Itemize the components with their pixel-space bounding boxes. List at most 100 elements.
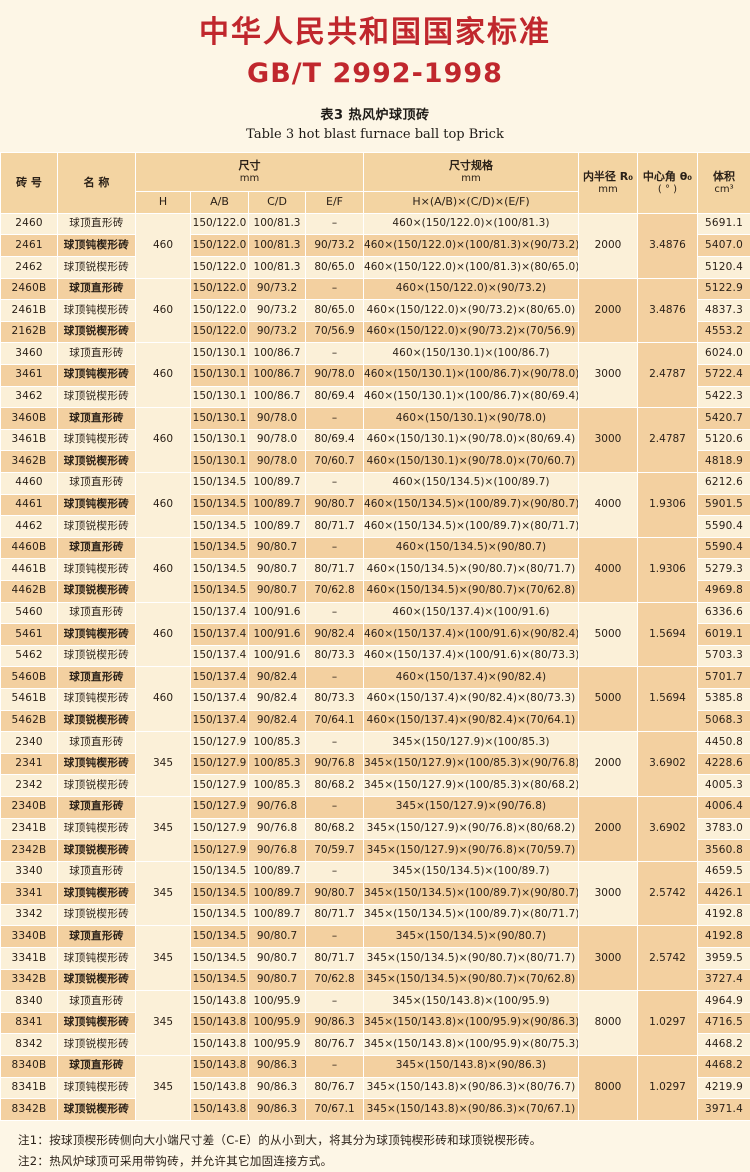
cell-center-angle: 1.9306 [638, 473, 698, 538]
cell-ef: – [306, 667, 364, 689]
table-note-2: 注2：热风炉球顶可采用带钩砖，并允许其它加固连接方式。 [18, 1151, 736, 1172]
cell-inner-radius: 8000 [579, 991, 638, 1056]
cell-spec: 345×(150/127.9)×(100/85.3)×(80/68.2) [364, 775, 579, 797]
cell-cd: 90/80.7 [249, 580, 306, 602]
cell-brick-no: 3342 [1, 904, 58, 926]
spec-table-wrap: 砖 号 名 称 尺寸 mm 尺寸规格 mm 内半径 R₀ mm [0, 152, 750, 1121]
cell-cd: 100/89.7 [249, 883, 306, 905]
cell-ef: 90/73.2 [306, 235, 364, 257]
cell-brick-no: 3460 [1, 343, 58, 365]
cell-inner-radius: 2000 [579, 732, 638, 797]
cell-center-angle: 1.0297 [638, 1056, 698, 1121]
cell-brick-no: 2341B [1, 818, 58, 840]
cell-ab: 150/137.4 [191, 667, 249, 689]
cell-volume: 5701.7 [698, 667, 750, 689]
cell-ef: 80/68.2 [306, 818, 364, 840]
col-header-cd: C/D [249, 191, 306, 213]
cell-h: 460 [136, 537, 191, 602]
cell-ef: – [306, 343, 364, 365]
cell-ef: 80/68.2 [306, 775, 364, 797]
cell-ef: 70/59.7 [306, 840, 364, 862]
cell-brick-no: 2340B [1, 796, 58, 818]
cell-cd: 90/80.7 [249, 926, 306, 948]
cell-cd: 90/73.2 [249, 300, 306, 322]
cell-center-angle: 2.4787 [638, 343, 698, 408]
cell-ab: 150/130.1 [191, 429, 249, 451]
cell-spec: 460×(150/122.0)×(100/81.3)×(90/73.2) [364, 235, 579, 257]
cell-ab: 150/130.1 [191, 343, 249, 365]
cell-brick-no: 4462 [1, 516, 58, 538]
cell-ab: 150/137.4 [191, 624, 249, 646]
cell-ab: 150/127.9 [191, 796, 249, 818]
cell-volume: 4969.8 [698, 580, 750, 602]
cell-ab: 150/130.1 [191, 365, 249, 387]
cell-h: 460 [136, 213, 191, 278]
cell-h: 460 [136, 343, 191, 408]
cell-cd: 90/86.3 [249, 1077, 306, 1099]
cell-spec: 345×(150/143.8)×(100/95.9)×(90/86.3) [364, 1012, 579, 1034]
cell-center-angle: 1.9306 [638, 537, 698, 602]
cell-volume: 3971.4 [698, 1099, 750, 1121]
dimension-group-label: 尺寸 [239, 159, 261, 172]
cell-ef: – [306, 861, 364, 883]
cell-cd: 90/76.8 [249, 796, 306, 818]
cell-ef: – [306, 537, 364, 559]
cell-ef: 80/71.7 [306, 559, 364, 581]
cell-ef: 80/71.7 [306, 948, 364, 970]
cell-ef: – [306, 926, 364, 948]
cell-ef: 90/76.8 [306, 753, 364, 775]
cell-ab: 150/134.5 [191, 948, 249, 970]
cell-center-angle: 1.5694 [638, 602, 698, 667]
cell-name: 球顶锐楔形砖 [58, 1034, 136, 1056]
cell-ab: 150/127.9 [191, 753, 249, 775]
cell-spec: 460×(150/137.4)×(90/82.4)×(80/73.3) [364, 688, 579, 710]
table-head: 砖 号 名 称 尺寸 mm 尺寸规格 mm 内半径 R₀ mm [1, 152, 750, 213]
cell-spec: 460×(150/130.1)×(100/86.7)×(90/78.0) [364, 365, 579, 387]
cell-volume: 4468.2 [698, 1056, 750, 1078]
cell-volume: 5420.7 [698, 408, 750, 430]
cell-cd: 100/89.7 [249, 516, 306, 538]
cell-brick-no: 3342B [1, 969, 58, 991]
cell-spec: 345×(150/143.8)×(100/95.9)×(80/75.3) [364, 1034, 579, 1056]
cell-cd: 90/80.7 [249, 969, 306, 991]
cell-name: 球顶锐楔形砖 [58, 321, 136, 343]
cell-cd: 100/89.7 [249, 904, 306, 926]
cell-brick-no: 3462B [1, 451, 58, 473]
cell-volume: 5590.4 [698, 516, 750, 538]
cell-volume: 5590.4 [698, 537, 750, 559]
cell-brick-no: 2341 [1, 753, 58, 775]
cell-name: 球顶直形砖 [58, 278, 136, 300]
cell-name: 球顶钝楔形砖 [58, 494, 136, 516]
col-header-center-angle: 中心角 θ₀ ( ° ) [638, 152, 698, 213]
cell-inner-radius: 4000 [579, 537, 638, 602]
cell-spec: 460×(150/137.4)×(90/82.4)×(70/64.1) [364, 710, 579, 732]
cell-h: 460 [136, 473, 191, 538]
cell-ef: 80/76.7 [306, 1077, 364, 1099]
cell-brick-no: 3462 [1, 386, 58, 408]
cell-brick-no: 2460 [1, 213, 58, 235]
standard-code: GB/T 2992-1998 [0, 58, 750, 90]
cell-spec: 345×(150/127.9)×(100/85.3) [364, 732, 579, 754]
cell-cd: 90/78.0 [249, 429, 306, 451]
cell-ab: 150/130.1 [191, 386, 249, 408]
cell-spec: 460×(150/137.4)×(100/91.6)×(90/82.4) [364, 624, 579, 646]
cell-ab: 150/143.8 [191, 1099, 249, 1121]
cell-name: 球顶锐楔形砖 [58, 840, 136, 862]
cell-volume: 6024.0 [698, 343, 750, 365]
cell-ab: 150/134.5 [191, 904, 249, 926]
cell-ab: 150/143.8 [191, 1056, 249, 1078]
cell-volume: 4659.5 [698, 861, 750, 883]
cell-h: 345 [136, 991, 191, 1056]
spec-group-unit: mm [364, 173, 578, 184]
cell-brick-no: 3461 [1, 365, 58, 387]
cell-brick-no: 4461B [1, 559, 58, 581]
cell-volume: 5385.8 [698, 688, 750, 710]
cell-inner-radius: 2000 [579, 796, 638, 861]
cell-cd: 90/76.8 [249, 818, 306, 840]
cell-cd: 100/85.3 [249, 732, 306, 754]
cell-volume: 5722.4 [698, 365, 750, 387]
cell-ab: 150/122.0 [191, 278, 249, 300]
